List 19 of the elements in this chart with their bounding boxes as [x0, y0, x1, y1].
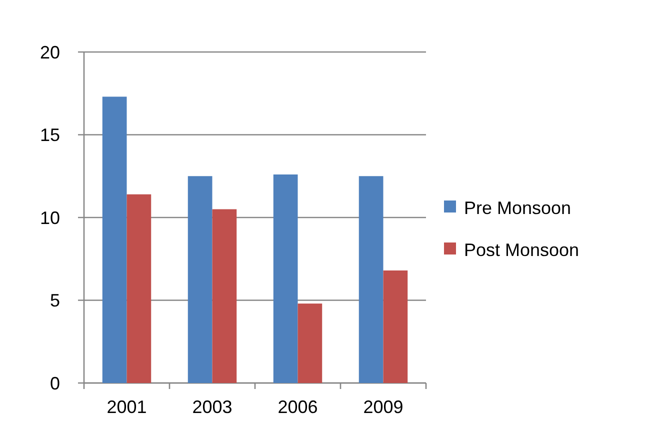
x-tick-label: 2009: [363, 397, 404, 417]
y-tick-label: 5: [50, 290, 60, 311]
bar: [358, 176, 384, 383]
bar: [212, 209, 237, 383]
x-tick-label: 2003: [192, 397, 232, 417]
y-tick-label: 20: [40, 42, 60, 62]
y-tick-label: 10: [40, 208, 60, 228]
x-tick-label: 2001: [106, 397, 147, 417]
x-tick-label: 2006: [278, 397, 318, 417]
legend-label: Pre Monsoon: [464, 198, 572, 218]
bar: [126, 194, 152, 383]
bar: [298, 304, 322, 383]
y-tick-label: 15: [40, 125, 60, 146]
bar: [188, 176, 212, 383]
bar: [383, 270, 408, 383]
bar: [273, 174, 298, 383]
bar: [102, 96, 127, 383]
legend-label: Post Monsoon: [464, 240, 580, 260]
y-tick-label: 0: [50, 373, 60, 394]
